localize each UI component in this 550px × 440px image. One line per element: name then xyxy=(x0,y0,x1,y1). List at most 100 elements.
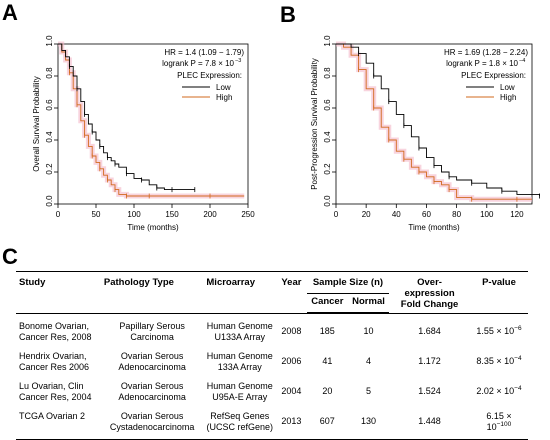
x-tick-label: 150 xyxy=(165,210,179,219)
legend-label-high: High xyxy=(500,93,516,102)
cell-pathology: Ovarian Serous Cystadenocarcinoma xyxy=(100,406,204,440)
header-study: Study xyxy=(16,271,101,312)
header-year: Year xyxy=(276,271,307,312)
table-row: Lu Ovarian, Clin Cancer Res, 2004 Ovarian … xyxy=(16,377,528,407)
cell-study: Hendrix Ovarian, Cancer Res 2006 xyxy=(19,350,90,372)
x-axis-label: Time (months) xyxy=(408,223,460,232)
header-fold-line2: Fold Change xyxy=(400,299,459,310)
cell-normal: 5 xyxy=(366,386,372,396)
y-tick-label: 0.2 xyxy=(45,163,54,175)
cell-year: 2008 xyxy=(281,326,302,336)
cell-normal: 130 xyxy=(347,406,390,440)
header-pvalue: P-value xyxy=(469,271,528,312)
series-line-high xyxy=(336,43,532,200)
y-axis-label: Post-Progression Survival Probability xyxy=(310,58,319,190)
header-fold-line1: Over-expression xyxy=(404,277,455,299)
legend-box xyxy=(462,82,530,104)
x-tick-label: 60 xyxy=(422,210,431,219)
cell-fold: 1.448 xyxy=(389,406,470,440)
header-cancer: Cancer xyxy=(306,293,348,313)
y-tick-label: 0.0 xyxy=(45,195,54,207)
cell-year: 2004 xyxy=(281,386,302,396)
legend-box xyxy=(178,82,246,104)
cell-cancer: 20 xyxy=(322,386,333,396)
x-tick-label: 0 xyxy=(334,210,339,219)
plot-frame xyxy=(57,43,249,205)
y-tick-label: 0.6 xyxy=(45,99,54,111)
hr-text: HR = 1.69 (1.28 − 2.24) xyxy=(444,48,528,57)
y-tick-label: 0.4 xyxy=(323,131,332,143)
legend-label-low: Low xyxy=(500,83,515,92)
table-row: Hendrix Ovarian, Cancer Res 2006 Ovarian S… xyxy=(16,347,528,377)
x-tick-label: 100 xyxy=(127,210,141,219)
x-tick-label: 100 xyxy=(480,210,494,219)
cell-fold: 1.524 xyxy=(418,386,441,396)
panel-letter-a: A xyxy=(2,0,18,25)
legend-title: PLEC Expression: xyxy=(177,71,242,80)
header-sample-size: Sample Size (n) xyxy=(306,271,390,294)
series-line-high xyxy=(58,43,245,197)
pvalue-exponent: −3 xyxy=(235,58,241,64)
y-tick-label: 0.2 xyxy=(323,163,332,175)
cell-microarray: Human Genome U95A-E Array xyxy=(206,380,273,402)
x-tick-label: 250 xyxy=(241,210,255,219)
cell-year: 2013 xyxy=(276,406,307,440)
cell-microarray: Human Genome 133A Array xyxy=(206,350,273,372)
y-tick-label: 1.0 xyxy=(323,35,332,47)
header-microarray: Microarray xyxy=(203,271,277,312)
cell-microarray: Human Genome U133A Array xyxy=(206,320,273,342)
x-tick-label: 40 xyxy=(392,210,401,219)
panel-letter-c: C xyxy=(2,244,18,269)
y-tick-label: 0.6 xyxy=(323,99,332,111)
x-tick-label: 50 xyxy=(92,210,101,219)
cell-pvalue: 1.55 × 10−6 xyxy=(476,325,522,336)
y-axis-label: Overall Survival Probability xyxy=(32,76,41,172)
x-tick-label: 80 xyxy=(452,210,461,219)
pvalue-exponent: −4 xyxy=(519,58,525,64)
cell-pvalue: 8.35 × 10−4 xyxy=(476,355,522,366)
cell-fold: 1.172 xyxy=(418,356,441,366)
cell-cancer: 607 xyxy=(306,406,348,440)
cell-normal: 10 xyxy=(363,326,374,336)
cell-fold: 1.684 xyxy=(418,326,441,336)
y-tick-label: 1.0 xyxy=(45,35,54,47)
cell-pathology: Ovarian Serous Adenocarcinoma xyxy=(118,350,186,372)
cell-pvalue: 6.15 × 10−100 xyxy=(469,406,528,440)
x-tick-label: 120 xyxy=(510,210,524,219)
survival-chart-a: 0.0 0.2 0.4 0.6 0.8 1.0 0 50 100 150 200 250 Time (m… xyxy=(32,35,255,232)
x-tick-label: 200 xyxy=(203,210,217,219)
cell-study: Lu Ovarian, Clin Cancer Res, 2004 xyxy=(19,380,92,402)
series-line-low xyxy=(58,43,195,191)
survival-chart-b: 0.0 0.2 0.4 0.6 0.8 1.0 0 20 40 60 80 100 120 Time (m… xyxy=(310,35,540,232)
legend-title: PLEC Expression: xyxy=(461,71,526,80)
cell-year: 2006 xyxy=(281,356,302,366)
series-line-low xyxy=(336,43,540,196)
x-axis-label: Time (months) xyxy=(127,223,179,232)
y-tick-label: 0.8 xyxy=(323,67,332,79)
pvalue-text: logrank P = 1.8 × 10 xyxy=(446,59,518,68)
cell-pvalue: 2.02 × 10−4 xyxy=(476,385,522,396)
y-tick-label: 0.4 xyxy=(45,131,54,143)
panel-letter-b: B xyxy=(280,2,296,27)
cell-pathology: Ovarian Serous Adenocarcinoma xyxy=(118,380,186,402)
legend-label-low: Low xyxy=(216,83,231,92)
plot-frame xyxy=(335,43,533,205)
cell-study: Bonome Ovarian, Cancer Res, 2008 xyxy=(19,320,92,342)
cell-study: TCGA Ovarian 2 xyxy=(16,406,101,440)
hr-text: HR = 1.4 (1.09 − 1.79) xyxy=(164,48,244,57)
table-row: TCGA Ovarian 2 Ovarian Serous Cystadenocar… xyxy=(16,406,528,440)
x-tick-label: 0 xyxy=(56,210,61,219)
cell-microarray: RefSeq Genes (UCSC refGene) xyxy=(203,406,277,440)
y-tick-label: 0.8 xyxy=(45,67,54,79)
table-row: Bonome Ovarian, Cancer Res, 2008 Papillary… xyxy=(16,313,528,347)
cell-cancer: 185 xyxy=(319,326,335,336)
legend-label-high: High xyxy=(216,93,232,102)
header-normal: Normal xyxy=(347,293,390,313)
header-fold-change: Over-expression Fold Change xyxy=(389,271,470,312)
cell-pathology: Papillary Serous Carcinoma xyxy=(119,320,185,342)
cell-cancer: 41 xyxy=(322,356,333,366)
y-tick-label: 0.0 xyxy=(323,195,332,207)
pvalue-text: logrank P = 7.8 × 10 xyxy=(162,59,234,68)
header-pathology: Pathology Type xyxy=(100,271,204,312)
expression-table: Study Pathology Type Microarray Year Sam… xyxy=(16,271,528,440)
